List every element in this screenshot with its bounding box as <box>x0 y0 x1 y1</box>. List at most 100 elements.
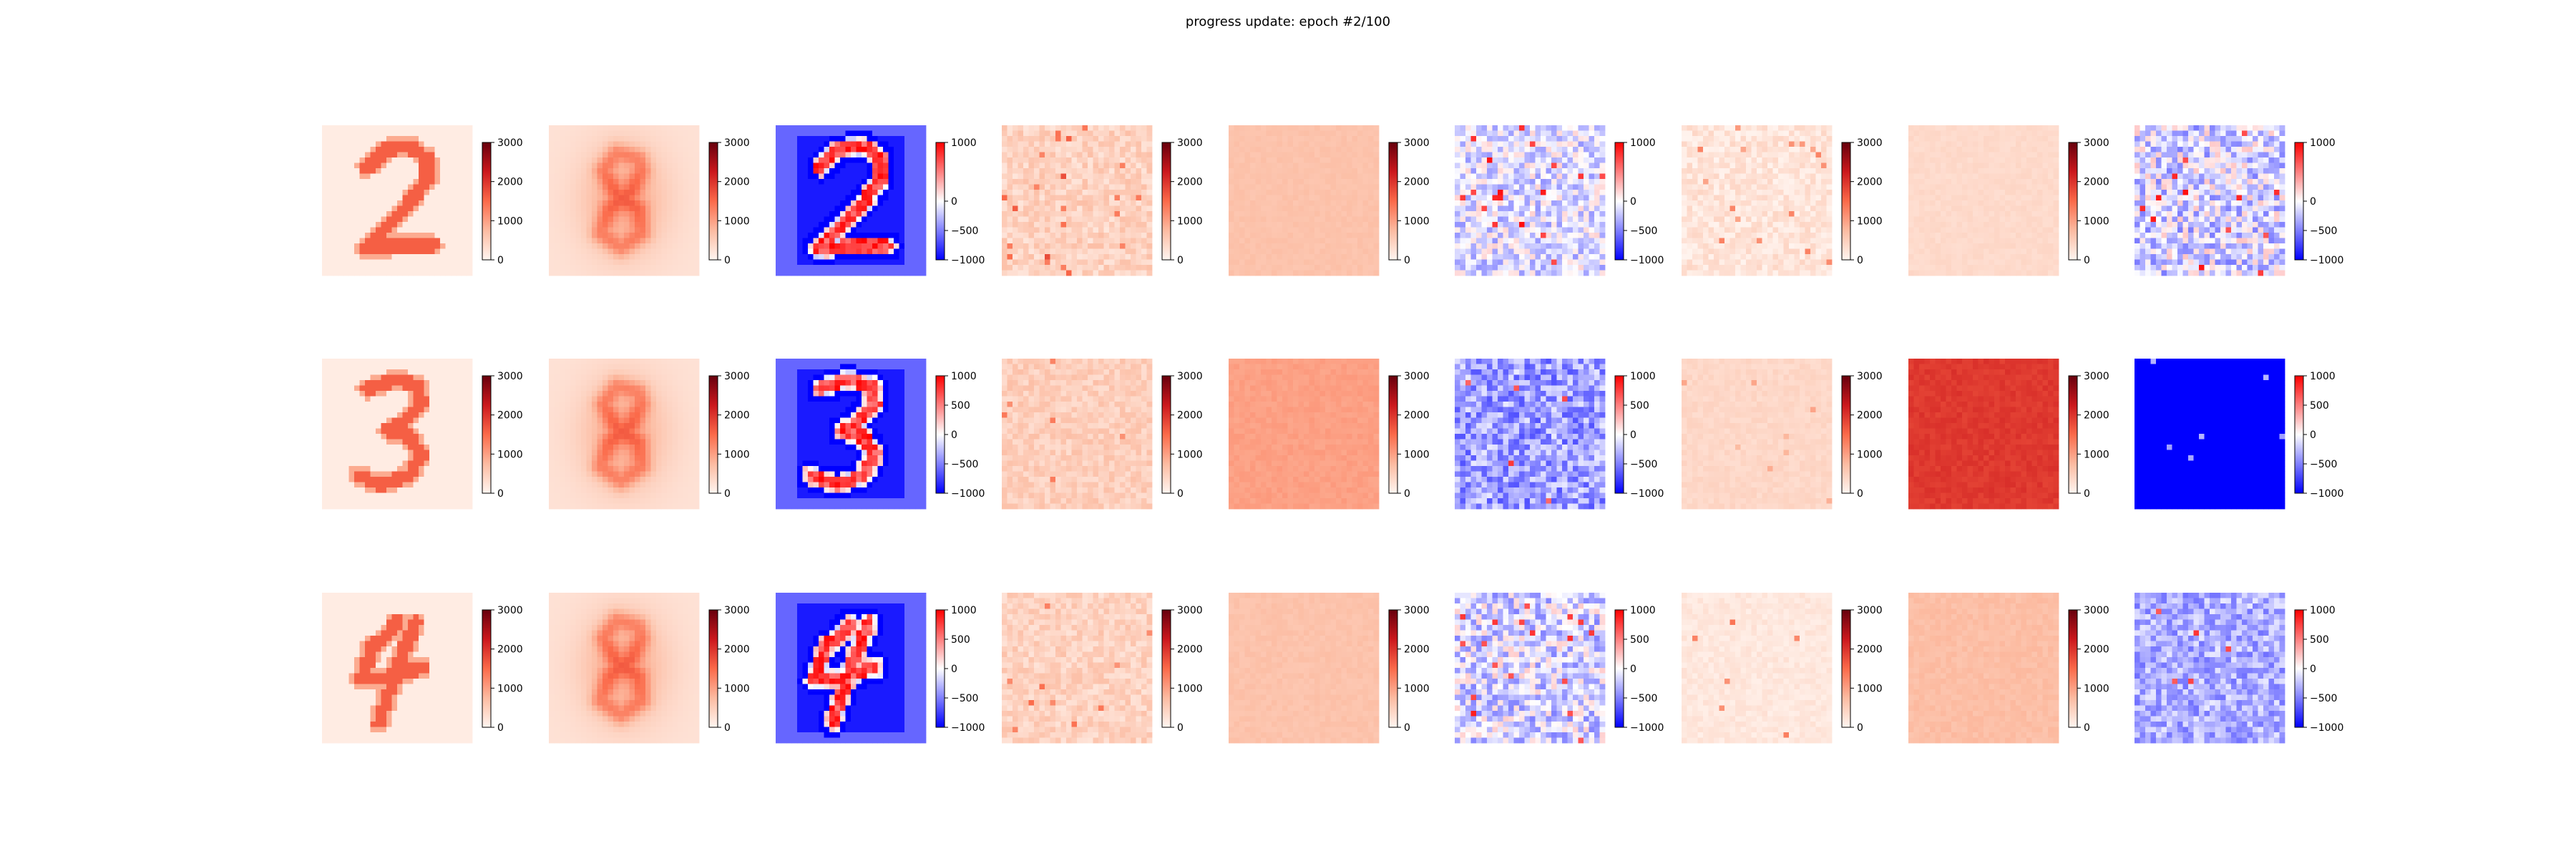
heatmap-cell <box>889 238 894 244</box>
heatmap-cell <box>630 271 635 276</box>
heatmap-cell <box>829 174 835 180</box>
heatmap-cell <box>592 179 597 185</box>
heatmap-cell <box>1821 142 1827 147</box>
heatmap-cell <box>1029 185 1035 190</box>
heatmap-cell <box>776 125 781 131</box>
heatmap-cell <box>587 265 592 271</box>
heatmap-cell <box>462 125 467 131</box>
heatmap-cell <box>651 179 657 185</box>
heatmap-cell <box>1282 190 1288 195</box>
colorbar-tick-label: 1000 <box>1177 215 1203 227</box>
heatmap-cell <box>592 142 597 147</box>
heatmap-cell <box>1557 222 1563 228</box>
heatmap-cell <box>1551 254 1557 260</box>
heatmap-cell <box>1250 271 1256 276</box>
heatmap-cell <box>824 238 830 244</box>
heatmap-cell <box>1546 243 1552 249</box>
heatmap-cell <box>797 157 803 163</box>
heatmap-cell <box>899 131 905 137</box>
heatmap-cell <box>1503 195 1509 201</box>
heatmap-cell <box>435 136 441 142</box>
heatmap-cell <box>1482 249 1488 255</box>
heatmap-cell <box>1342 217 1347 223</box>
heatmap-cell <box>1141 131 1147 137</box>
heatmap-cell <box>570 125 576 131</box>
heatmap-cell <box>592 147 597 152</box>
heatmap-cell <box>1147 131 1153 137</box>
heatmap-cell <box>1077 195 1083 201</box>
heatmap-cell <box>349 249 355 255</box>
heatmap-cell <box>1579 206 1584 212</box>
heatmap-cell <box>904 265 910 271</box>
heatmap-cell <box>338 254 344 260</box>
heatmap-cell <box>640 125 646 131</box>
heatmap-cell <box>883 142 889 147</box>
heatmap-cell <box>1034 271 1040 276</box>
heatmap-cell <box>683 249 689 255</box>
heatmap-cell <box>1573 271 1579 276</box>
heatmap-cell <box>1314 211 1320 217</box>
heatmap-cell <box>1519 152 1525 158</box>
heatmap-cell <box>1050 254 1056 260</box>
heatmap-cell <box>786 185 792 190</box>
heatmap-cell <box>1141 243 1147 249</box>
heatmap-cell <box>1013 228 1018 233</box>
heatmap-cell <box>1471 243 1477 249</box>
heatmap-cell <box>857 136 862 142</box>
heatmap-cell <box>1109 265 1115 271</box>
heatmap-cell <box>1525 168 1531 174</box>
colorbar-tick-label: 1000 <box>1630 137 1656 149</box>
heatmap-cell <box>1767 157 1773 163</box>
heatmap-cell <box>803 163 809 169</box>
heatmap-cell <box>867 195 873 201</box>
heatmap-cell <box>1589 254 1595 260</box>
heatmap-cell <box>1525 190 1531 195</box>
heatmap-cell <box>1551 168 1557 174</box>
heatmap-cell <box>386 222 392 228</box>
heatmap-cell <box>910 179 916 185</box>
heatmap-cell <box>435 260 441 266</box>
heatmap-cell <box>328 179 333 185</box>
heatmap-cell <box>1013 125 1018 131</box>
heatmap-cell <box>1050 195 1056 201</box>
heatmap-cell <box>1304 222 1309 228</box>
heatmap-cell <box>597 271 603 276</box>
heatmap-cell <box>1579 265 1584 271</box>
heatmap-cell <box>1508 260 1514 266</box>
heatmap-cell <box>1050 211 1056 217</box>
heatmap-cell <box>1503 265 1509 271</box>
heatmap-cell <box>915 190 921 195</box>
heatmap-cell <box>1018 179 1024 185</box>
heatmap-cell <box>1045 249 1050 255</box>
heatmap-cell <box>630 222 635 228</box>
heatmap-cell <box>824 152 830 158</box>
heatmap-cell <box>667 206 673 212</box>
heatmap-cell <box>1239 163 1245 169</box>
heatmap-cell <box>651 217 657 223</box>
heatmap-cell <box>1778 131 1784 137</box>
heatmap-cell <box>1368 217 1374 223</box>
heatmap-cell <box>424 243 430 249</box>
heatmap-cell <box>587 190 592 195</box>
heatmap-cell <box>1229 228 1234 233</box>
heatmap-cell <box>1514 142 1520 147</box>
heatmap-cell <box>435 254 441 260</box>
heatmap-cell <box>328 211 333 217</box>
heatmap-cell <box>1115 125 1121 131</box>
heatmap-cell <box>1147 206 1153 212</box>
heatmap-cell <box>1008 254 1013 260</box>
heatmap-cell <box>872 206 878 212</box>
heatmap-cell <box>608 260 614 266</box>
heatmap-cell <box>1320 217 1326 223</box>
heatmap-cell <box>840 200 846 206</box>
heatmap-cell <box>1239 260 1245 266</box>
heatmap-cell <box>840 157 846 163</box>
heatmap-cell <box>1256 211 1262 217</box>
heatmap-cell <box>878 254 884 260</box>
heatmap-cell <box>1325 185 1331 190</box>
heatmap-cell <box>1541 238 1546 244</box>
heatmap-cell <box>803 260 809 266</box>
heatmap-cell <box>1519 195 1525 201</box>
heatmap-cell <box>673 228 678 233</box>
heatmap-cell <box>862 233 867 238</box>
